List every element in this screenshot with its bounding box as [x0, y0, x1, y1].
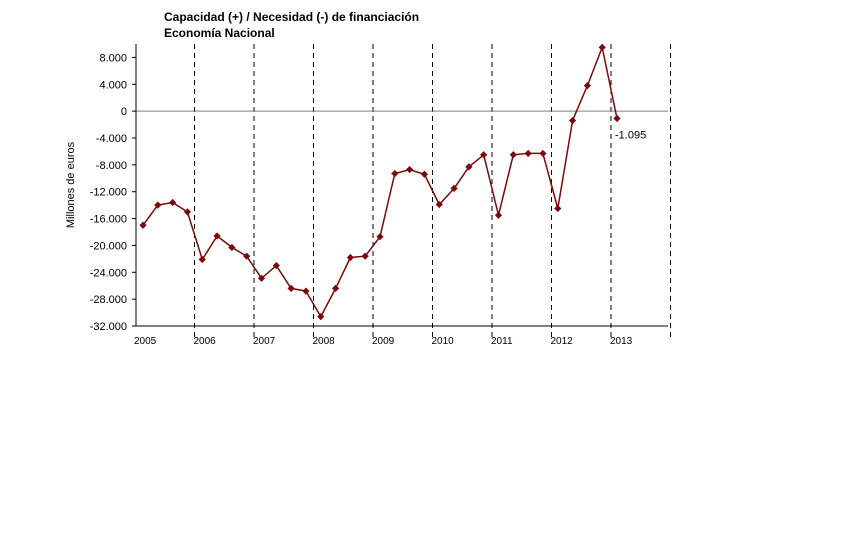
- y-tick-label: -24.000: [90, 267, 127, 279]
- chart-title-block: Capacidad (+) / Necesidad (-) de financi…: [164, 9, 419, 41]
- data-point-marker: [509, 151, 517, 159]
- data-point-marker: [598, 43, 606, 51]
- y-tick-label: 0: [121, 106, 127, 118]
- x-tick-label: 2007: [253, 336, 276, 347]
- data-point-marker: [243, 252, 251, 260]
- data-point-marker: [524, 149, 532, 158]
- data-point-marker: [494, 211, 503, 219]
- data-point-marker: [539, 149, 547, 158]
- data-point-marker: [139, 221, 147, 229]
- x-tick-label-group: 2005 2006 2007 2008 2009 2010 2011 2012 2013: [134, 336, 633, 347]
- data-point-marker: [198, 255, 206, 264]
- series-marker-group: [139, 43, 621, 321]
- year-divider-lines: [194, 44, 671, 340]
- chart-subtitle: Economía Nacional: [164, 26, 275, 40]
- data-point-marker: [228, 243, 236, 252]
- series-line: [142, 44, 618, 319]
- data-point-marker: [346, 253, 354, 262]
- y-tick-label: -32.000: [90, 321, 127, 333]
- x-tick-label: 2013: [610, 336, 633, 347]
- x-tick-label: 2009: [372, 336, 395, 347]
- y-tick-label: -4.000: [96, 133, 127, 145]
- data-point-marker: [568, 116, 577, 125]
- y-tick-label: -28.000: [90, 294, 127, 306]
- y-tick-label: 8.000: [99, 52, 127, 64]
- x-tick-label: 2006: [194, 336, 217, 347]
- y-tick-label: 4.000: [99, 79, 127, 91]
- data-point-marker: [554, 204, 562, 213]
- data-point-marker: [257, 274, 266, 282]
- x-tick-label: 2012: [551, 336, 574, 347]
- y-tick-label: -16.000: [90, 214, 127, 226]
- data-point-marker: [317, 313, 325, 321]
- data-point-marker: [154, 201, 162, 209]
- data-point-marker: [302, 287, 310, 295]
- x-tick-label: 2011: [491, 336, 513, 347]
- data-label-last-point: -1.095: [615, 129, 646, 141]
- y-tick-label: -8.000: [96, 160, 127, 172]
- data-point-marker: [183, 208, 192, 216]
- x-tick-label: 2005: [134, 336, 157, 347]
- data-point-marker: [391, 169, 399, 178]
- y-tick-label: -12.000: [90, 187, 127, 199]
- data-point-marker: [465, 163, 473, 171]
- y-tick-label: -20.000: [90, 240, 127, 252]
- data-point-marker: [272, 261, 280, 270]
- data-point-marker: [480, 151, 488, 159]
- y-axis-label: Millones de euros: [65, 141, 77, 228]
- data-point-marker: [361, 252, 369, 260]
- data-point-marker: [450, 184, 458, 192]
- chart-title: Capacidad (+) / Necesidad (-) de financi…: [164, 10, 420, 24]
- data-point-marker: [169, 198, 177, 207]
- x-tick-label: 2008: [313, 336, 336, 347]
- y-tick-group: 8.000 4.000 0 -4.000 -8.000 -12.000 -16.000 -20…: [90, 52, 136, 333]
- data-point-marker: [331, 284, 340, 292]
- data-point-marker: [406, 165, 414, 174]
- data-point-marker: [376, 233, 384, 241]
- data-point-marker: [583, 82, 591, 90]
- data-point-marker: [213, 232, 221, 240]
- data-point-marker: [287, 284, 295, 292]
- data-point-marker: [435, 200, 443, 209]
- x-tick-label: 2010: [432, 336, 455, 347]
- data-point-marker: [613, 114, 621, 123]
- data-point-marker: [420, 170, 429, 178]
